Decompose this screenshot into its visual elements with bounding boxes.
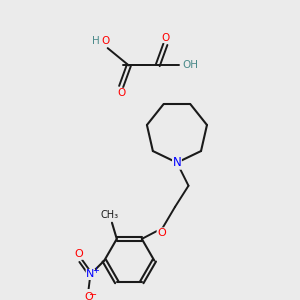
- Text: O: O: [161, 32, 169, 43]
- Text: O: O: [84, 292, 93, 300]
- Text: −: −: [89, 290, 98, 300]
- Text: H: H: [92, 36, 100, 46]
- Text: +: +: [92, 266, 99, 275]
- Text: N: N: [172, 156, 181, 169]
- Text: O: O: [102, 36, 110, 46]
- Text: O: O: [117, 88, 125, 98]
- Text: N: N: [86, 269, 94, 279]
- Text: CH₃: CH₃: [101, 210, 119, 220]
- Text: O: O: [157, 228, 166, 238]
- Text: O: O: [74, 249, 83, 259]
- Text: OH: OH: [182, 60, 198, 70]
